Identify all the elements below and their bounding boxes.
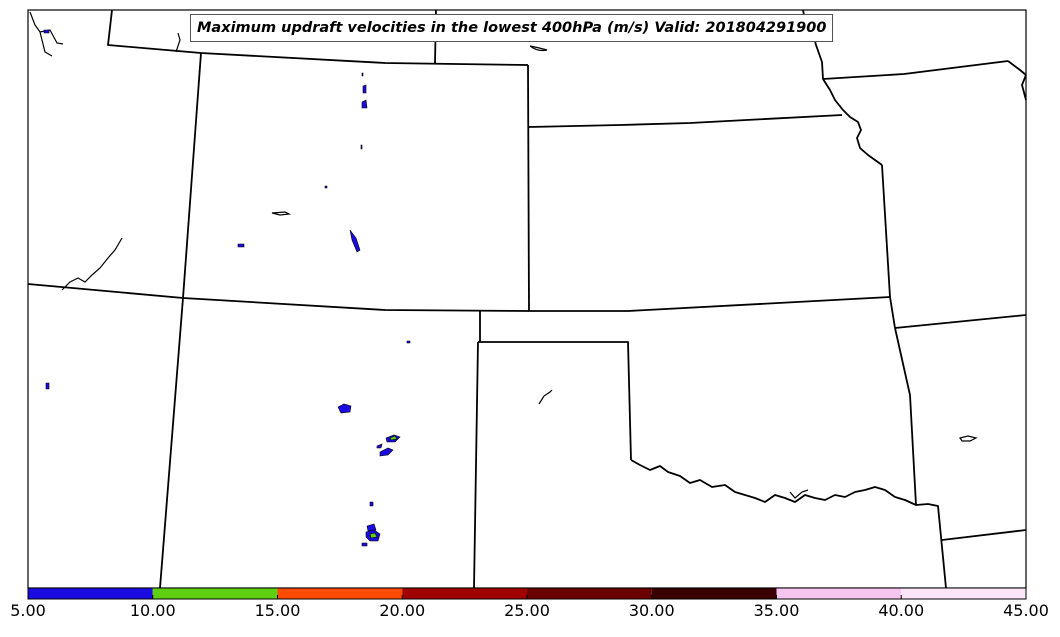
colorbar	[27, 587, 1027, 600]
border-wyoming-west	[182, 52, 202, 299]
great-salt-lake	[61, 237, 123, 291]
colorbar-bin-5-10	[28, 588, 153, 599]
lake-yellowstone	[175, 32, 181, 53]
updraft-cell	[366, 523, 377, 532]
colorbar-bin-30-35	[651, 588, 777, 599]
colorbar-bin-35-40	[776, 588, 902, 599]
map-panel	[28, 10, 1026, 588]
border-nebraska-south	[529, 296, 891, 312]
border-utah-colorado	[159, 297, 184, 589]
colorbar-tick-label: 15.00	[254, 601, 301, 620]
updraft-cell	[376, 443, 383, 449]
border-utah-north	[27, 283, 530, 312]
updraft-cell	[369, 501, 374, 507]
colorbar-bin-15-20	[277, 588, 403, 599]
border-kansas-east	[881, 164, 896, 329]
border-new-mexico-east	[473, 341, 479, 589]
border-missouri-south	[894, 314, 1027, 329]
updraft-cell	[361, 72, 364, 77]
colorbar-tick-label: 40.00	[878, 601, 925, 620]
water-outlines	[29, 11, 978, 499]
updraft-cell	[362, 84, 367, 94]
border-red-river	[630, 459, 947, 589]
colorbar-tick-label: 30.00	[628, 601, 675, 620]
lake-texoma	[789, 489, 809, 499]
lake-eufaula	[959, 435, 978, 442]
colorbar-bin-20-25	[402, 588, 527, 599]
map-title: Maximum updraft velocities in the lowest…	[190, 14, 834, 42]
border-mississippi	[1021, 74, 1027, 101]
updraft-cell	[406, 340, 411, 344]
colorbar-bin-40-45	[901, 588, 1026, 599]
updraft-cell	[337, 403, 352, 414]
border-wyoming-east	[527, 64, 530, 312]
updraft-cell	[361, 542, 368, 547]
colorbar-tick-label: 45.00	[1003, 601, 1049, 620]
border-oklahoma-panhandle	[478, 341, 632, 461]
lake-ute	[538, 389, 553, 405]
updraft-cell	[369, 532, 378, 539]
colorbar-tick-label: 20.00	[379, 601, 426, 620]
updraft-cell	[349, 229, 361, 253]
updraft-cell	[324, 185, 328, 189]
updraft-cell	[389, 435, 398, 441]
updraft-cell	[45, 382, 50, 390]
updraft-cell	[379, 447, 394, 457]
lake-island-park	[529, 45, 548, 52]
updraft-cell	[237, 243, 245, 248]
colorbar-bin-10-15	[152, 588, 278, 599]
colorbar-tick-label: 35.00	[753, 601, 800, 620]
updraft-cell	[43, 29, 50, 34]
border-nebraska-north	[528, 114, 843, 128]
lake-fontenelle	[271, 211, 292, 216]
updraft-contours	[43, 29, 411, 547]
border-south-dakota	[822, 60, 1009, 80]
colorbar-tick-label: 25.00	[504, 601, 550, 620]
border-iowa-east	[1007, 60, 1027, 76]
updraft-cell	[360, 144, 363, 150]
updraft-cell	[361, 99, 368, 109]
colorbar-tick-label: 10.00	[129, 601, 176, 620]
colorbar-bin-25-30	[527, 588, 652, 599]
border-arkansas-south	[941, 529, 1027, 541]
border-oklahoma-east	[894, 327, 917, 506]
colorbar-tick-label: 5.00	[10, 601, 46, 620]
